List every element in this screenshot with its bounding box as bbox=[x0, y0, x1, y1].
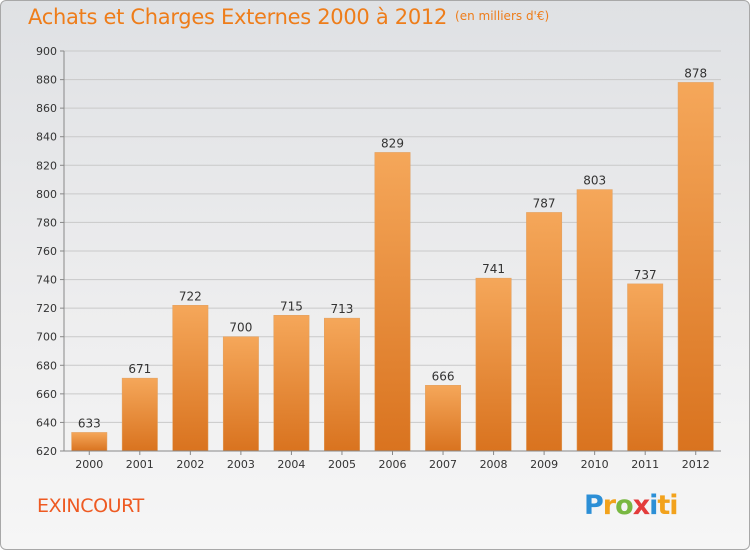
x-axis: 2000 2001 2002 2003 2004 2005 2006 2007 2008 2009… bbox=[64, 450, 721, 471]
bar bbox=[121, 377, 158, 452]
logo-letter: P bbox=[584, 490, 604, 521]
x-tick-label: 2000 bbox=[75, 458, 103, 471]
bar bbox=[324, 317, 360, 452]
chart-title-unit: (en milliers d'€) bbox=[455, 9, 550, 23]
y-tick-label: 800 bbox=[36, 188, 57, 201]
y-tick-label: 720 bbox=[36, 302, 57, 315]
bar bbox=[576, 189, 613, 452]
data-label: 715 bbox=[280, 299, 303, 313]
x-tick-label: 2007 bbox=[429, 458, 457, 471]
y-tick-label: 860 bbox=[36, 102, 57, 115]
y-tick-label: 740 bbox=[36, 274, 57, 287]
x-tick-label: 2005 bbox=[328, 458, 356, 471]
x-tick-label: 2011 bbox=[631, 458, 659, 471]
logo-letter: r bbox=[602, 490, 616, 521]
data-label: 671 bbox=[128, 362, 151, 376]
data-label: 829 bbox=[381, 136, 404, 150]
x-tick-label: 2001 bbox=[126, 458, 154, 471]
y-tick-label: 660 bbox=[36, 388, 57, 401]
y-tick-label: 840 bbox=[36, 131, 57, 144]
y-tick-label: 620 bbox=[36, 445, 57, 458]
bar bbox=[374, 152, 411, 452]
logo-letter: o bbox=[615, 490, 634, 521]
y-tick-label: 700 bbox=[36, 331, 57, 344]
logo-letter: i bbox=[649, 490, 658, 521]
bar bbox=[677, 82, 714, 452]
x-tick-label: 2006 bbox=[379, 458, 407, 471]
y-tick-label: 680 bbox=[36, 359, 57, 372]
proxiti-logo: Proxiti bbox=[584, 490, 679, 521]
x-tick-label: 2010 bbox=[581, 458, 609, 471]
bar bbox=[273, 315, 310, 452]
logo-letter: x bbox=[632, 490, 650, 521]
data-label: 737 bbox=[634, 268, 657, 282]
data-label: 878 bbox=[684, 66, 707, 80]
commune-name: EXINCOURT bbox=[37, 495, 144, 517]
y-axis: 620 640 660 680 700 720 740 760 780 800 820 840 860 8… bbox=[36, 45, 65, 458]
data-label: 803 bbox=[583, 174, 606, 188]
bar bbox=[526, 212, 563, 452]
data-label: 741 bbox=[482, 262, 505, 276]
y-tick-label: 760 bbox=[36, 245, 57, 258]
data-label: 722 bbox=[179, 289, 202, 303]
x-tick-label: 2003 bbox=[227, 458, 255, 471]
x-tick-label: 2008 bbox=[480, 458, 508, 471]
y-tick-label: 820 bbox=[36, 159, 57, 172]
y-tick-label: 780 bbox=[36, 216, 57, 229]
logo-letter: ti bbox=[657, 490, 678, 521]
chart-title-main: Achats et Charges Externes 2000 à 2012 bbox=[28, 5, 448, 29]
x-tick-label: 2002 bbox=[176, 458, 204, 471]
data-label: 700 bbox=[229, 321, 252, 335]
y-tick-label: 900 bbox=[36, 45, 57, 58]
x-tick-label: 2009 bbox=[530, 458, 558, 471]
bar bbox=[425, 385, 461, 452]
y-tick-label: 880 bbox=[36, 74, 57, 87]
data-label: 713 bbox=[331, 302, 354, 316]
data-label: 666 bbox=[432, 369, 455, 383]
bar bbox=[222, 336, 259, 452]
x-tick-label: 2012 bbox=[682, 458, 710, 471]
bar bbox=[627, 283, 664, 452]
data-label: 787 bbox=[533, 196, 556, 210]
bar bbox=[475, 277, 512, 452]
x-tick-label: 2004 bbox=[277, 458, 305, 471]
chart-title: Achats et Charges Externes 2000 à 2012 (e… bbox=[28, 5, 549, 29]
bar bbox=[172, 305, 209, 452]
bar bbox=[71, 432, 108, 452]
data-label: 633 bbox=[78, 416, 101, 430]
y-tick-label: 640 bbox=[36, 416, 57, 429]
bars: 633 671 722 700 715 713 829 666 741 787 803 737 878 bbox=[71, 66, 714, 452]
